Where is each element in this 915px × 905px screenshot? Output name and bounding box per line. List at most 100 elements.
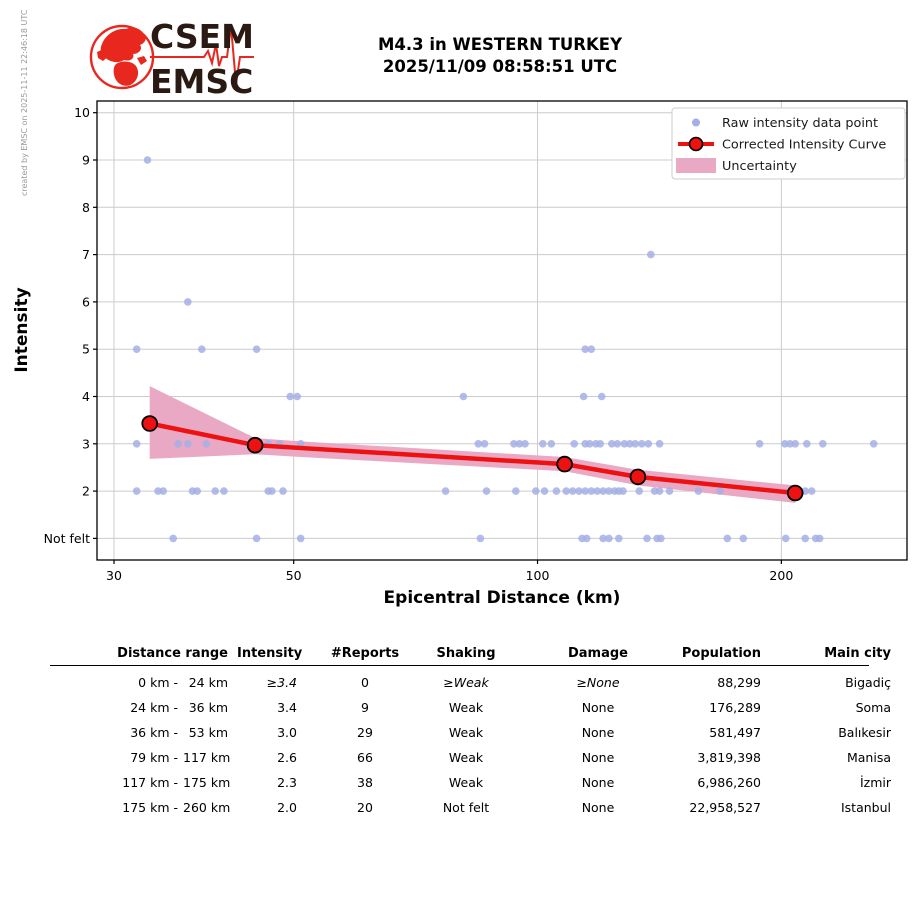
raw-intensity-point <box>605 487 613 495</box>
raw-intensity-point <box>296 534 305 543</box>
header-main-city: Main city <box>824 646 891 661</box>
raw-intensity-point <box>482 487 491 495</box>
header-distance-range: Distance range <box>117 646 228 661</box>
cell-reports: 29 <box>357 725 373 740</box>
cell-shaking: ≥Weak <box>443 675 489 690</box>
x-tick-label: 30 <box>106 568 122 583</box>
cell-shaking: Weak <box>448 700 484 715</box>
raw-intensity-point <box>599 487 607 495</box>
cell-shaking: Weak <box>448 750 484 765</box>
raw-intensity-point <box>169 534 177 543</box>
cell-main-city: Balıkesir <box>838 725 891 740</box>
raw-intensity-point <box>512 487 520 495</box>
table-row: 0 km - 24 km ≥3.4 0 ≥Weak ≥None 88,299 B… <box>0 670 915 695</box>
cell-main-city: Manisa <box>846 750 891 765</box>
raw-intensity-point <box>202 440 211 448</box>
raw-intensity-point <box>596 440 604 448</box>
x-tick-label: 200 <box>769 568 793 583</box>
raw-intensity-point <box>154 487 162 495</box>
raw-intensity-point <box>552 487 561 495</box>
corrected-curve-marker <box>246 436 264 454</box>
raw-intensity-point <box>587 345 596 354</box>
cell-population: 3,819,398 <box>697 750 761 765</box>
y-tick-label: 9 <box>82 153 90 168</box>
table-row: 36 km - 53 km 3.0 29 Weak None 581,497 B… <box>0 720 915 745</box>
cell-shaking: Not felt <box>442 800 490 815</box>
raw-intensity-point <box>476 534 485 543</box>
raw-intensity-point <box>739 534 748 543</box>
cell-range-to: 36 km <box>188 700 228 715</box>
title-line-event: M4.3 in WESTERN TURKEY <box>377 35 623 54</box>
legend-label-curve: Corrected Intensity Curve <box>722 138 886 153</box>
raw-intensity-point <box>781 534 790 543</box>
raw-intensity-point <box>575 487 583 495</box>
raw-intensity-point <box>803 440 811 448</box>
raw-intensity-point <box>638 440 646 448</box>
raw-intensity-point <box>655 487 664 495</box>
table-row: 175 km - 260 km 2.0 20 Not felt None 22,… <box>0 795 915 820</box>
raw-intensity-point <box>562 487 570 495</box>
y-tick-label: 3 <box>82 436 90 451</box>
header-damage: Damage <box>567 646 628 661</box>
raw-intensity-point <box>801 534 809 543</box>
y-axis-label: Intensity <box>12 287 32 372</box>
header-population: Population <box>681 646 761 661</box>
legend: Raw intensity data point Corrected Intens… <box>671 107 906 180</box>
cell-range-from: 0 km - <box>138 675 178 690</box>
raw-intensity-point <box>539 440 547 448</box>
raw-intensity-point <box>694 487 703 495</box>
cell-range-from: 79 km - <box>130 750 178 765</box>
cell-population: 176,289 <box>709 700 761 715</box>
raw-intensity-point <box>143 156 152 164</box>
logo-text-emsc: EMSC <box>150 62 253 101</box>
cell-population: 22,958,527 <box>689 800 761 815</box>
y-tick-label: 8 <box>82 200 90 215</box>
cell-intensity: ≥3.4 <box>266 675 297 690</box>
cell-damage: None <box>581 775 615 790</box>
raw-intensity-point <box>619 487 627 495</box>
raw-intensity-point <box>581 487 589 495</box>
intensity-report-table: Distance range Intensity #Reports Shakin… <box>0 638 915 838</box>
y-tick-label: Not felt <box>44 531 90 546</box>
raw-intensity-point <box>579 392 588 401</box>
raw-intensity-point <box>581 345 589 354</box>
plot-frame <box>96 100 908 561</box>
raw-intensity-point <box>184 298 192 306</box>
cell-range-from: 36 km - <box>130 725 178 740</box>
raw-intensity-point <box>474 440 483 448</box>
cell-range-from: 175 km - <box>122 800 178 815</box>
cell-range-to: 260 km <box>183 800 231 815</box>
cell-range-to: 175 km <box>183 775 231 790</box>
y-tick-label: 5 <box>82 342 90 357</box>
cell-reports: 20 <box>357 800 373 815</box>
cell-damage: None <box>581 750 615 765</box>
raw-intensity-point <box>570 440 578 448</box>
raw-intensity-point <box>723 534 732 543</box>
cell-reports: 38 <box>357 775 373 790</box>
raw-intensity-point <box>211 487 219 495</box>
raw-intensity-point <box>615 534 623 543</box>
raw-intensity-point <box>159 487 167 495</box>
table-row: 24 km - 36 km 3.4 9 Weak None 176,289 So… <box>0 695 915 720</box>
raw-intensity-point <box>184 440 192 448</box>
header-shaking: Shaking <box>436 646 496 661</box>
cell-range-from: 117 km - <box>122 775 178 790</box>
raw-intensity-point <box>532 487 540 495</box>
raw-intensity-point <box>819 440 827 448</box>
raw-intensity-point <box>597 392 606 401</box>
raw-intensity-point <box>268 487 276 495</box>
cell-reports: 0 <box>361 675 369 690</box>
y-tick-label: 4 <box>82 389 90 404</box>
raw-intensity-point <box>608 440 616 448</box>
cell-population: 88,299 <box>717 675 761 690</box>
raw-intensity-point <box>132 345 141 354</box>
cell-intensity: 2.0 <box>277 800 297 815</box>
raw-intensity-point <box>585 440 594 448</box>
raw-intensity-point <box>286 392 295 401</box>
raw-intensity-point <box>657 534 665 543</box>
raw-intensity-point <box>791 440 799 448</box>
raw-intensity-point <box>174 440 182 448</box>
legend-raw-swatch <box>692 118 700 127</box>
raw-intensity-point <box>869 440 878 448</box>
legend-band-swatch <box>676 158 716 173</box>
